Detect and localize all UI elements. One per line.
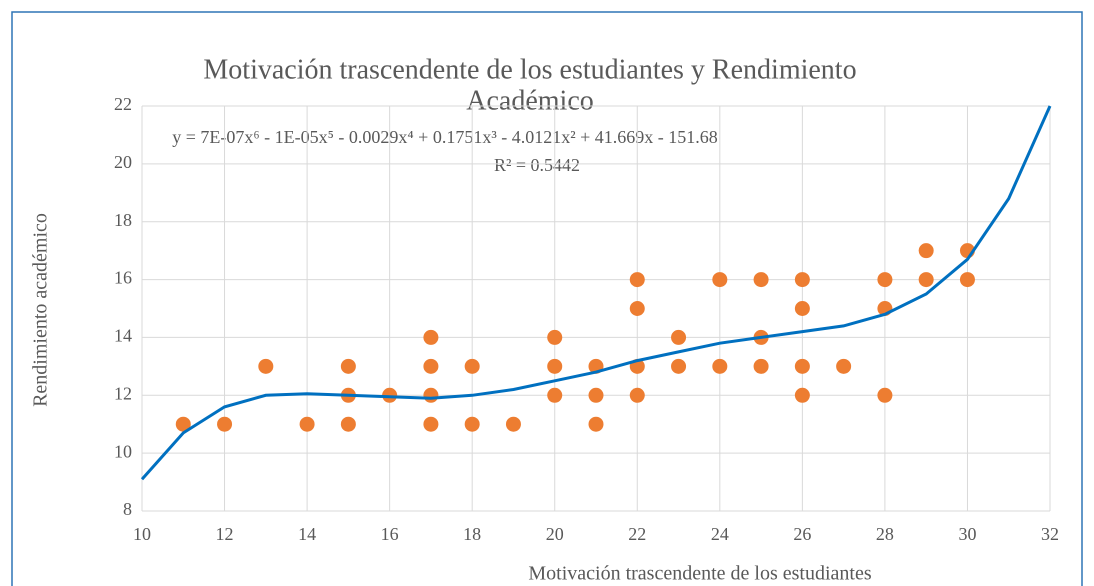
scatter-point xyxy=(547,387,563,403)
y-tick-label: 10 xyxy=(114,441,132,461)
scatter-point xyxy=(629,301,645,316)
x-tick-label: 24 xyxy=(711,524,729,544)
scatter-point xyxy=(629,387,645,403)
y-tick-label: 22 xyxy=(114,94,132,114)
scatter-point xyxy=(794,272,810,288)
chart-border xyxy=(11,11,1083,586)
x-axis-label: Motivación trascendente de los estudiant… xyxy=(528,563,871,585)
scatter-point xyxy=(423,329,439,345)
r-squared: R² = 0.5442 xyxy=(494,155,580,175)
x-tick-label: 30 xyxy=(958,524,976,544)
scatter-point xyxy=(877,272,893,288)
x-tick-label: 10 xyxy=(133,524,151,544)
scatter-point xyxy=(753,358,769,374)
scatter-point xyxy=(547,329,563,345)
trendline xyxy=(140,105,1052,481)
scatter-point xyxy=(423,416,439,432)
y-tick-label: 12 xyxy=(114,383,132,403)
scatter-point xyxy=(340,358,356,374)
scatter-point xyxy=(258,358,274,374)
scatter-point xyxy=(588,416,604,432)
scatter-point xyxy=(836,358,852,374)
y-tick-label: 8 xyxy=(123,499,132,519)
scatter-point xyxy=(918,243,934,259)
scatter-point xyxy=(671,358,687,374)
scatter-point xyxy=(712,358,728,374)
y-tick-label: 18 xyxy=(114,210,132,230)
x-tick-label: 12 xyxy=(216,524,234,544)
scatter-point xyxy=(299,416,315,432)
scatter-point xyxy=(712,272,728,288)
scatter-point xyxy=(794,387,810,403)
scatter-point xyxy=(629,272,645,288)
scatter-point xyxy=(340,416,356,432)
scatter-point xyxy=(918,272,934,288)
scatter-point xyxy=(959,272,975,288)
scatter-point xyxy=(423,387,439,403)
x-tick-label: 22 xyxy=(628,524,646,544)
scatter-point xyxy=(753,272,769,288)
x-tick-label: 26 xyxy=(793,524,811,544)
x-tick-label: 32 xyxy=(1041,524,1059,544)
y-axis-label: Rendimiento académico xyxy=(30,213,52,407)
scatter-point xyxy=(464,416,480,432)
scatter-point xyxy=(547,358,563,374)
y-tick-label: 16 xyxy=(114,268,132,288)
scatter-point xyxy=(423,358,439,374)
scatter-point xyxy=(671,329,687,345)
chart-title: Académico xyxy=(466,85,594,116)
chart-title: Motivación trascendente de los estudiant… xyxy=(203,54,856,85)
x-tick-label: 18 xyxy=(463,524,481,544)
scatter-point xyxy=(464,358,480,374)
scatter-point xyxy=(877,387,893,403)
x-tick-label: 14 xyxy=(298,524,316,544)
y-tick-label: 14 xyxy=(114,326,132,346)
scatter-point xyxy=(794,301,810,316)
x-tick-label: 28 xyxy=(876,524,894,544)
scatter-point xyxy=(217,416,233,432)
x-tick-label: 20 xyxy=(546,524,564,544)
scatter-point xyxy=(794,358,810,374)
scatter-point xyxy=(505,416,521,432)
scatter-point xyxy=(588,387,604,403)
x-tick-label: 16 xyxy=(381,524,399,544)
scatter-point xyxy=(175,416,191,432)
y-tick-label: 20 xyxy=(114,152,132,172)
trend-equation: y = 7E-07x⁶ - 1E-05x⁵ - 0.0029x⁴ + 0.175… xyxy=(172,127,718,147)
